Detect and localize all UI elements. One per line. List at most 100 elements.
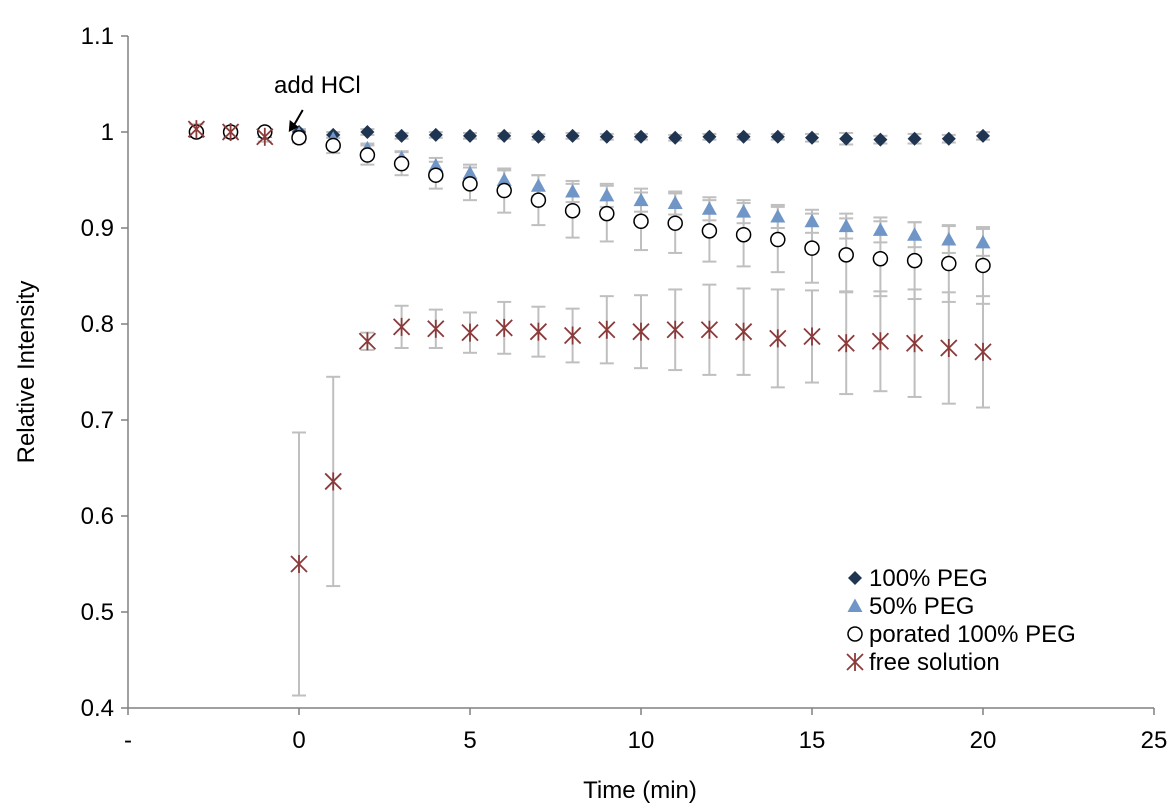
legend-label-porated-100-peg: porated 100% PEG xyxy=(869,621,1076,648)
point-free-solution xyxy=(871,332,890,351)
point-free-solution xyxy=(632,322,650,341)
x-tick-label: 10 xyxy=(628,727,655,754)
point-porated-100-peg xyxy=(564,202,581,219)
point-100-peg xyxy=(360,125,375,139)
point-50-peg xyxy=(907,227,923,241)
x-tick-label: 25 xyxy=(1141,727,1168,754)
point-free-solution xyxy=(563,326,582,345)
point-free-solution xyxy=(358,332,377,351)
point-porated-100-peg xyxy=(462,176,478,192)
point-50-peg xyxy=(770,208,786,223)
point-100-peg xyxy=(770,129,785,144)
point-100-peg xyxy=(463,128,477,143)
y-tick-label: 0.7 xyxy=(81,407,114,434)
legend-marker-porated-100-peg xyxy=(847,626,863,642)
point-porated-100-peg xyxy=(359,147,376,163)
point-50-peg xyxy=(941,232,957,246)
point-50-peg xyxy=(496,172,512,186)
x-tick-label: 0 xyxy=(292,727,305,754)
point-free-solution xyxy=(598,320,616,339)
annotation-arrowhead xyxy=(288,120,299,132)
point-porated-100-peg xyxy=(325,137,341,154)
x-tick-label: 5 xyxy=(463,727,476,754)
point-porated-100-peg xyxy=(667,215,683,231)
point-porated-100-peg xyxy=(941,255,957,272)
point-100-peg xyxy=(599,129,614,144)
point-100-peg xyxy=(634,129,648,144)
x-tick-label: - xyxy=(124,727,132,754)
point-porated-100-peg xyxy=(872,250,889,267)
point-porated-100-peg xyxy=(393,155,410,172)
point-50-peg xyxy=(872,222,888,236)
point-50-peg xyxy=(838,218,854,233)
point-porated-100-peg xyxy=(906,252,923,269)
point-100-peg xyxy=(668,130,683,145)
point-50-peg xyxy=(975,234,991,249)
legend-marker-free-solution xyxy=(846,653,864,671)
legend-label-100-peg: 100% PEG xyxy=(869,565,988,592)
point-porated-100-peg xyxy=(428,167,444,183)
point-50-peg xyxy=(599,187,615,202)
y-tick-label: 0.8 xyxy=(81,311,114,338)
point-porated-100-peg xyxy=(701,223,718,239)
point-free-solution xyxy=(837,334,855,353)
legend-marker-50-peg xyxy=(847,598,863,612)
legend-marker-100-peg xyxy=(848,571,862,585)
point-100-peg xyxy=(565,128,580,143)
y-tick-label: 0.5 xyxy=(81,599,114,626)
point-porated-100-peg xyxy=(291,130,307,146)
point-free-solution xyxy=(769,329,787,348)
point-porated-100-peg xyxy=(530,192,547,208)
point-free-solution xyxy=(905,334,924,353)
point-porated-100-peg xyxy=(633,213,649,230)
point-100-peg xyxy=(497,128,512,143)
y-tick-label: 0.4 xyxy=(81,695,114,722)
point-free-solution xyxy=(495,318,513,337)
point-100-peg xyxy=(839,131,854,146)
annotation: add HCl xyxy=(274,72,361,132)
point-free-solution xyxy=(221,123,240,141)
point-free-solution xyxy=(324,472,342,491)
point-free-solution xyxy=(290,555,308,573)
point-free-solution xyxy=(666,320,684,339)
point-free-solution xyxy=(461,323,479,342)
point-porated-100-peg xyxy=(496,182,512,199)
y-tick-label: 1.1 xyxy=(81,23,114,50)
point-100-peg xyxy=(702,129,717,144)
point-free-solution xyxy=(700,320,719,339)
point-porated-100-peg xyxy=(599,205,615,222)
legend-label-50-peg: 50% PEG xyxy=(869,593,974,620)
point-porated-100-peg xyxy=(735,226,752,243)
point-50-peg xyxy=(736,204,752,218)
x-tick-label: 15 xyxy=(799,727,826,754)
point-100-peg xyxy=(531,129,546,144)
x-tick-label: 20 xyxy=(970,727,997,754)
point-free-solution xyxy=(256,127,274,146)
point-porated-100-peg xyxy=(770,231,786,248)
point-100-peg xyxy=(394,128,409,143)
point-100-peg xyxy=(805,130,819,145)
point-50-peg xyxy=(428,158,444,172)
y-tick-label: 1 xyxy=(101,119,114,146)
markers xyxy=(187,120,992,573)
point-free-solution xyxy=(734,322,753,341)
point-100-peg xyxy=(941,131,956,146)
point-50-peg xyxy=(701,201,717,215)
point-free-solution xyxy=(187,120,206,139)
y-tick-label: 0.6 xyxy=(81,503,114,530)
point-free-solution xyxy=(427,319,445,338)
point-free-solution xyxy=(940,339,958,357)
point-porated-100-peg xyxy=(975,257,991,274)
point-porated-100-peg xyxy=(838,247,854,263)
point-100-peg xyxy=(873,132,888,147)
point-free-solution xyxy=(803,327,821,346)
point-100-peg xyxy=(907,131,922,146)
point-50-peg xyxy=(462,165,478,180)
point-50-peg xyxy=(530,178,546,192)
annotation-text: add HCl xyxy=(274,72,361,99)
point-free-solution xyxy=(529,322,548,341)
y-tick-label: 0.9 xyxy=(81,215,114,242)
point-50-peg xyxy=(667,195,683,210)
